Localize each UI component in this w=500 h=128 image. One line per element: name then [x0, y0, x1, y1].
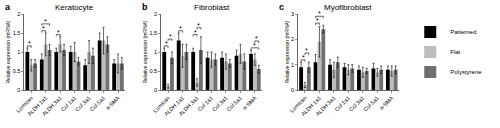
svg-text:ALDH 3a1: ALDH 3a1 [177, 95, 199, 117]
svg-text:*: * [44, 18, 47, 25]
svg-text:Keratocyte: Keratocyte [55, 3, 94, 12]
svg-text:ALDH 3a1: ALDH 3a1 [41, 95, 63, 117]
svg-text:Fibroblast: Fibroblast [194, 3, 230, 12]
svg-text:2: 2 [154, 11, 157, 17]
svg-text:*: * [253, 42, 256, 49]
svg-text:2: 2 [291, 36, 294, 42]
svg-text:*: * [318, 10, 321, 17]
svg-text:Col 3a1: Col 3a1 [211, 95, 229, 113]
svg-text:Col 5a1: Col 5a1 [89, 95, 107, 113]
svg-text:1: 1 [154, 49, 157, 55]
svg-text:Col 5a1: Col 5a1 [225, 95, 243, 113]
svg-text:Myofibroblast: Myofibroblast [324, 3, 372, 12]
svg-text:c: c [279, 2, 284, 12]
svg-text:ALDH 3a1: ALDH 3a1 [314, 95, 336, 117]
svg-text:ALDH 1a1: ALDH 1a1 [163, 95, 185, 117]
svg-text:Col 3a1: Col 3a1 [348, 95, 366, 113]
svg-text:α-SMA: α-SMA [378, 95, 394, 111]
svg-text:1.5: 1.5 [13, 30, 21, 36]
svg-text:Patterned: Patterned [450, 29, 476, 35]
svg-text:Relative expression (mRNA): Relative expression (mRNA) [142, 20, 148, 83]
svg-text:1: 1 [17, 49, 20, 55]
svg-text:3: 3 [291, 11, 294, 17]
svg-text:2: 2 [17, 11, 20, 17]
svg-text:1: 1 [291, 62, 294, 68]
svg-text:*: * [169, 33, 172, 40]
svg-text:*: * [302, 54, 305, 61]
svg-text:Lumican: Lumican [152, 95, 171, 114]
svg-text:Col 1a1: Col 1a1 [196, 95, 214, 113]
svg-text:a: a [5, 2, 11, 12]
svg-text:ALDH 1a1: ALDH 1a1 [26, 95, 48, 117]
svg-text:Col 5a1: Col 5a1 [362, 95, 380, 113]
svg-text:α-SMA: α-SMA [241, 95, 257, 111]
svg-text:*: * [57, 29, 60, 36]
svg-text:*: * [194, 29, 197, 36]
svg-text:*: * [255, 35, 258, 42]
svg-text:*: * [305, 47, 308, 54]
svg-text:0: 0 [291, 87, 294, 93]
svg-text:Flat: Flat [450, 49, 460, 55]
svg-text:Lumican: Lumican [289, 95, 308, 114]
svg-text:0: 0 [154, 87, 157, 93]
svg-text:0.5: 0.5 [13, 68, 21, 74]
svg-text:Relative expression (mRNA): Relative expression (mRNA) [284, 20, 290, 83]
svg-text:*: * [42, 25, 45, 32]
svg-text:*: * [316, 17, 319, 24]
svg-text:b: b [142, 2, 148, 12]
svg-text:ALDH 1a1: ALDH 1a1 [300, 95, 322, 117]
svg-text:Col 1a1: Col 1a1 [333, 95, 351, 113]
svg-text:*: * [197, 22, 200, 29]
svg-text:Relative expression (mRNA): Relative expression (mRNA) [5, 20, 11, 83]
svg-text:Lumican: Lumican [15, 95, 34, 114]
svg-text:*: * [28, 40, 31, 47]
svg-text:Polystyrene: Polystyrene [450, 69, 482, 75]
svg-text:*: * [179, 25, 182, 32]
svg-text:1.5: 1.5 [150, 30, 158, 36]
svg-text:Col 3a1: Col 3a1 [74, 95, 92, 113]
svg-text:Col 1a1: Col 1a1 [60, 95, 78, 113]
svg-text:0.5: 0.5 [150, 68, 158, 74]
svg-text:0: 0 [17, 87, 20, 93]
svg-text:α-SMA: α-SMA [104, 95, 120, 111]
svg-text:*: * [165, 40, 168, 47]
